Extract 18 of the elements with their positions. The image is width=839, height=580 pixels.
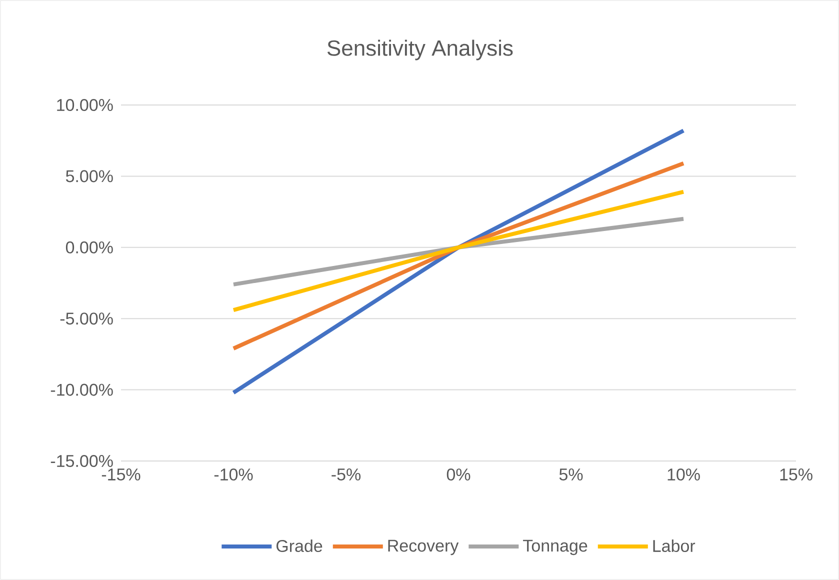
legend-label: Grade	[276, 540, 322, 552]
y-tick-label: -15.00%	[50, 454, 113, 468]
x-tick-label: -5%	[332, 468, 361, 480]
legend-label: Labor	[653, 540, 696, 552]
y-tick-label: 0.00%	[66, 241, 113, 254]
y-tick-label: 5.00%	[66, 170, 113, 182]
x-tick-label: 10%	[668, 468, 700, 481]
x-tick-label: 0%	[446, 468, 470, 481]
chart-title: Sensitivity Analysis	[327, 40, 513, 60]
y-tick-label: -5.00%	[60, 312, 113, 325]
y-tick-label: -10.00%	[50, 384, 113, 396]
legend-label: Tonnage	[523, 540, 588, 556]
x-tick-label: 15%	[780, 468, 812, 480]
x-tick-label: -15%	[102, 468, 140, 480]
y-tick-label: 10.00%	[57, 98, 113, 112]
x-tick-label: 5%	[559, 468, 583, 480]
x-tick-label: -10%	[214, 468, 253, 481]
legend-label: Recovery	[388, 540, 459, 556]
